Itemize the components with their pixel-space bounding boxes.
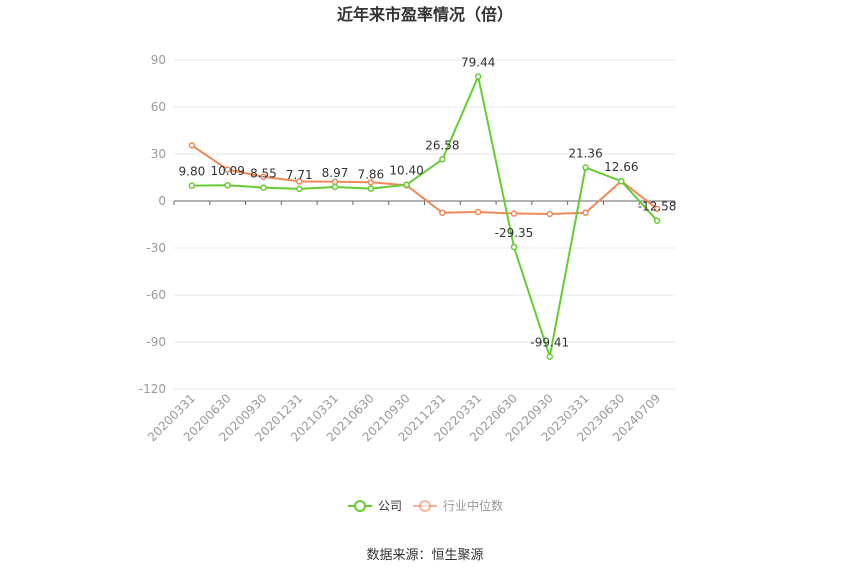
industry-median-point (260, 173, 267, 180)
company-point (403, 181, 410, 188)
legend-item-company[interactable]: 公司 (348, 499, 402, 513)
legend-label-company: 公司 (378, 499, 402, 513)
legend-item-industry-median[interactable]: 行业中位数 (413, 498, 503, 513)
company-point (296, 185, 303, 193)
legend-marker-company (354, 500, 366, 512)
grid-lines (174, 59, 675, 390)
company-point (439, 156, 446, 163)
company-point (260, 184, 267, 191)
y-tick-label: -60 (146, 288, 166, 302)
company-point (618, 177, 625, 185)
chart-title: 近年来市盈率情况（倍） (337, 5, 513, 24)
company-point (582, 164, 589, 171)
data-label: -99.41 (530, 336, 569, 350)
legend-label-industry-median: 行业中位数 (443, 498, 503, 513)
industry-median-point (296, 178, 303, 185)
data-label: 10.40 (389, 164, 423, 178)
source-note: 数据来源：恒生聚源 (366, 548, 483, 563)
y-tick-label: 90 (151, 53, 166, 67)
y-axis: 90 60 30 0 -30 -60 -90 -120 (139, 53, 166, 396)
industry-median-point (188, 142, 196, 149)
company-point (510, 243, 518, 251)
data-label: 21.36 (568, 147, 602, 161)
data-label: 7.86 (357, 168, 384, 182)
company-point (331, 183, 339, 191)
industry-median-point (331, 178, 339, 185)
y-tick-label: 0 (158, 194, 166, 208)
company-point (224, 181, 231, 189)
y-tick-label: -90 (146, 335, 166, 349)
legend[interactable]: 公司 行业中位数 (348, 498, 503, 513)
company-point (474, 73, 482, 80)
industry-median-point (367, 178, 375, 186)
company-line (191, 75, 658, 358)
company-point (546, 353, 553, 360)
data-label: 12.66 (604, 160, 638, 174)
data-label: 7.71 (286, 168, 313, 182)
industry-median-point (510, 210, 518, 217)
industry-median-point (439, 209, 446, 216)
x-axis: 2020033120200630202009302020123120210331… (145, 201, 676, 444)
data-label: 26.58 (425, 138, 459, 152)
y-tick-label: 60 (151, 100, 166, 114)
company-point (188, 182, 196, 189)
industry-median-point (546, 210, 553, 218)
data-label: 10.09 (210, 164, 244, 178)
y-tick-label: -30 (146, 241, 166, 255)
industry-median-point (474, 208, 482, 216)
data-label: -12.58 (638, 200, 677, 214)
y-tick-label: 30 (151, 147, 166, 161)
industry-median-point (582, 209, 589, 216)
data-label: 8.55 (250, 167, 277, 181)
data-label: -29.35 (495, 226, 534, 240)
data-label: 79.44 (461, 56, 495, 70)
y-tick-label: -120 (139, 382, 166, 396)
data-label: 9.80 (179, 165, 206, 179)
legend-marker-industry-median (419, 500, 431, 512)
industry-median-point (224, 166, 231, 173)
industry-median-line (191, 144, 658, 216)
series-group (188, 73, 661, 360)
company-point (653, 217, 661, 224)
company-point (367, 185, 375, 192)
industry-median-point (653, 205, 661, 213)
data-label: 8.97 (322, 166, 349, 180)
